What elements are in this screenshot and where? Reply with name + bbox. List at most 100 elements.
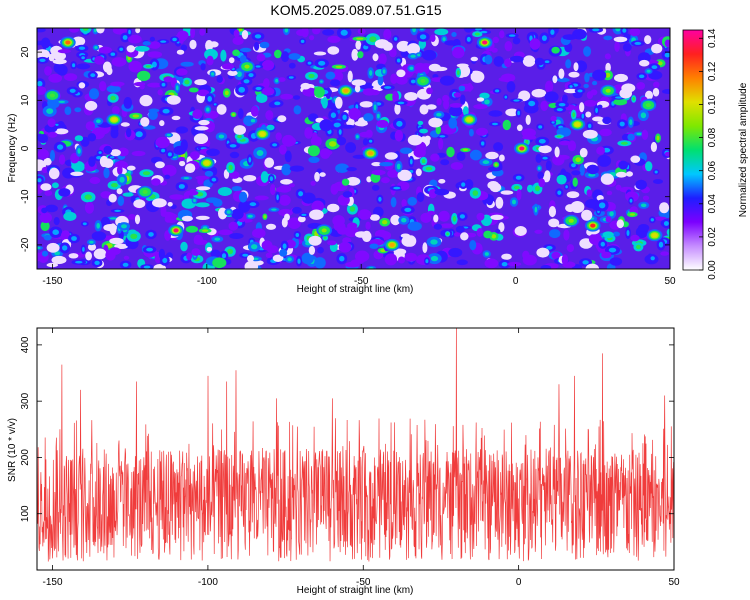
spectrogram-speckle bbox=[435, 125, 441, 135]
spectrogram-speckle bbox=[351, 48, 359, 61]
spectrogram-speckle bbox=[307, 145, 320, 157]
spectrogram-speckle bbox=[41, 166, 49, 174]
spectrogram-speckle-core bbox=[640, 203, 647, 208]
spectrogram-speckle-core bbox=[275, 78, 279, 83]
spectrogram-speckle bbox=[626, 171, 633, 177]
spectrogram-speckle bbox=[369, 243, 379, 249]
spectrogram-speckle bbox=[312, 28, 321, 35]
spectrogram-speckle bbox=[538, 145, 552, 154]
snr-x-label: Height of straight line (km) bbox=[297, 585, 414, 596]
spectrogram-speckle bbox=[652, 87, 660, 97]
spectrogram-speckle bbox=[51, 182, 59, 189]
spectrogram-speckle bbox=[354, 84, 361, 93]
spectrogram-speckle bbox=[488, 166, 502, 172]
spectrogram-speckle bbox=[292, 206, 302, 214]
spectrogram-speckle-core bbox=[356, 37, 364, 40]
spectrogram-speckle bbox=[289, 165, 305, 172]
spectrogram-speckle bbox=[88, 88, 100, 100]
spectrogram-speckle bbox=[612, 231, 620, 237]
spectrogram-speckle bbox=[495, 196, 504, 209]
spectrogram-peak bbox=[605, 88, 611, 93]
spectrogram-speckle bbox=[449, 103, 463, 108]
spectrogram-speckle bbox=[664, 151, 670, 157]
spectrogram-speckle bbox=[200, 63, 206, 71]
spectrogram-speckle bbox=[476, 97, 485, 102]
spectrogram-speckle bbox=[586, 189, 593, 197]
spectrogram-peak bbox=[519, 146, 525, 151]
spectrogram-speckle bbox=[384, 152, 398, 160]
spectrogram-speckle bbox=[436, 98, 442, 106]
spectrogram-speckle bbox=[463, 28, 473, 33]
spectrogram-speckle-core bbox=[462, 148, 469, 151]
spectrogram-speckle bbox=[91, 231, 107, 241]
spectrogram-speckle bbox=[142, 41, 151, 46]
spectrogram-speckle bbox=[47, 118, 56, 128]
spectrogram-speckle bbox=[584, 199, 599, 209]
y-tick-label: 10 bbox=[20, 94, 31, 106]
spectrogram-speckle bbox=[504, 58, 512, 68]
spectrogram-speckle bbox=[143, 125, 156, 130]
spectrogram-speckle bbox=[254, 41, 260, 51]
spectrogram-speckle bbox=[327, 203, 340, 213]
spectrogram-speckle bbox=[40, 37, 51, 49]
spectrogram-speckle bbox=[157, 89, 163, 96]
spectrogram-speckle-core bbox=[58, 100, 66, 103]
spectrogram-speckle bbox=[106, 85, 121, 93]
snr-frame bbox=[36, 327, 675, 571]
spectrogram-speckle-core bbox=[461, 182, 466, 187]
spectrogram-speckle bbox=[251, 228, 266, 239]
spectrogram-speckle-core bbox=[551, 121, 555, 124]
spectrogram-speckle bbox=[644, 35, 652, 45]
spectrogram-speckle bbox=[599, 128, 612, 137]
spectrogram-speckle bbox=[645, 161, 653, 172]
spectrogram-speckle bbox=[499, 154, 505, 162]
spectrogram-peak bbox=[259, 132, 265, 136]
spectrogram-speckle-core bbox=[651, 65, 658, 69]
spectrogram-speckle bbox=[204, 170, 214, 177]
spectrogram-speckle bbox=[206, 55, 214, 66]
x-tick-label: -150 bbox=[43, 577, 63, 588]
y-tick-label: 20 bbox=[20, 46, 31, 58]
x-tick-label: 50 bbox=[668, 577, 680, 588]
spectrogram-speckle-core bbox=[271, 208, 277, 211]
spectrogram-speckle bbox=[308, 156, 320, 163]
spectrogram-speckle-core bbox=[599, 202, 606, 209]
spectrogram-speckle bbox=[335, 96, 343, 109]
spectrogram-speckle bbox=[284, 150, 292, 163]
spectrogram-speckle bbox=[319, 119, 333, 132]
spectrogram-peak bbox=[244, 64, 250, 69]
spectrogram-x-label: Height of straight line (km) bbox=[297, 284, 414, 295]
spectrogram-speckle-core bbox=[592, 28, 600, 32]
spectrogram-peaks bbox=[44, 36, 663, 251]
spectrogram-speckle bbox=[272, 254, 284, 262]
spectrogram-speckle-core bbox=[632, 97, 635, 101]
spectrogram-speckle-core bbox=[635, 244, 641, 250]
spectrogram-speckle bbox=[317, 246, 324, 254]
spectrogram-peak bbox=[590, 223, 596, 228]
spectrogram-speckle-core bbox=[588, 123, 592, 129]
spectrogram-speckle bbox=[602, 116, 612, 125]
spectrogram-speckle-core bbox=[61, 245, 68, 251]
spectrogram-speckle-core bbox=[515, 175, 522, 180]
spectrogram-speckle bbox=[105, 249, 116, 261]
spectrogram-peak bbox=[389, 242, 395, 247]
spectrogram-speckle-core bbox=[167, 152, 172, 157]
spectrogram-speckle bbox=[281, 217, 288, 228]
spectrogram-speckle bbox=[281, 51, 290, 63]
spectrogram-speckle bbox=[588, 233, 603, 246]
spectrogram-speckle-core bbox=[146, 247, 154, 252]
spectrogram-speckle bbox=[194, 126, 209, 131]
colorbar-ticks: 0.00 0.02 0.04 0.06 0.08 0.10 0.12 0.14 bbox=[699, 28, 718, 280]
spectrogram-speckle bbox=[438, 137, 444, 150]
spectrogram-speckle bbox=[573, 62, 579, 72]
spectrogram-speckle-core bbox=[494, 163, 498, 167]
spectrogram-speckle bbox=[147, 82, 163, 88]
spectrogram-peak bbox=[49, 93, 56, 98]
spectrogram-speckle bbox=[282, 134, 295, 147]
spectrogram-speckle bbox=[600, 173, 615, 185]
spectrogram-speckle bbox=[117, 165, 123, 175]
spectrogram-speckle-core bbox=[369, 70, 373, 76]
spectrogram-speckle-core bbox=[338, 129, 342, 135]
spectrogram-speckle bbox=[197, 89, 210, 97]
